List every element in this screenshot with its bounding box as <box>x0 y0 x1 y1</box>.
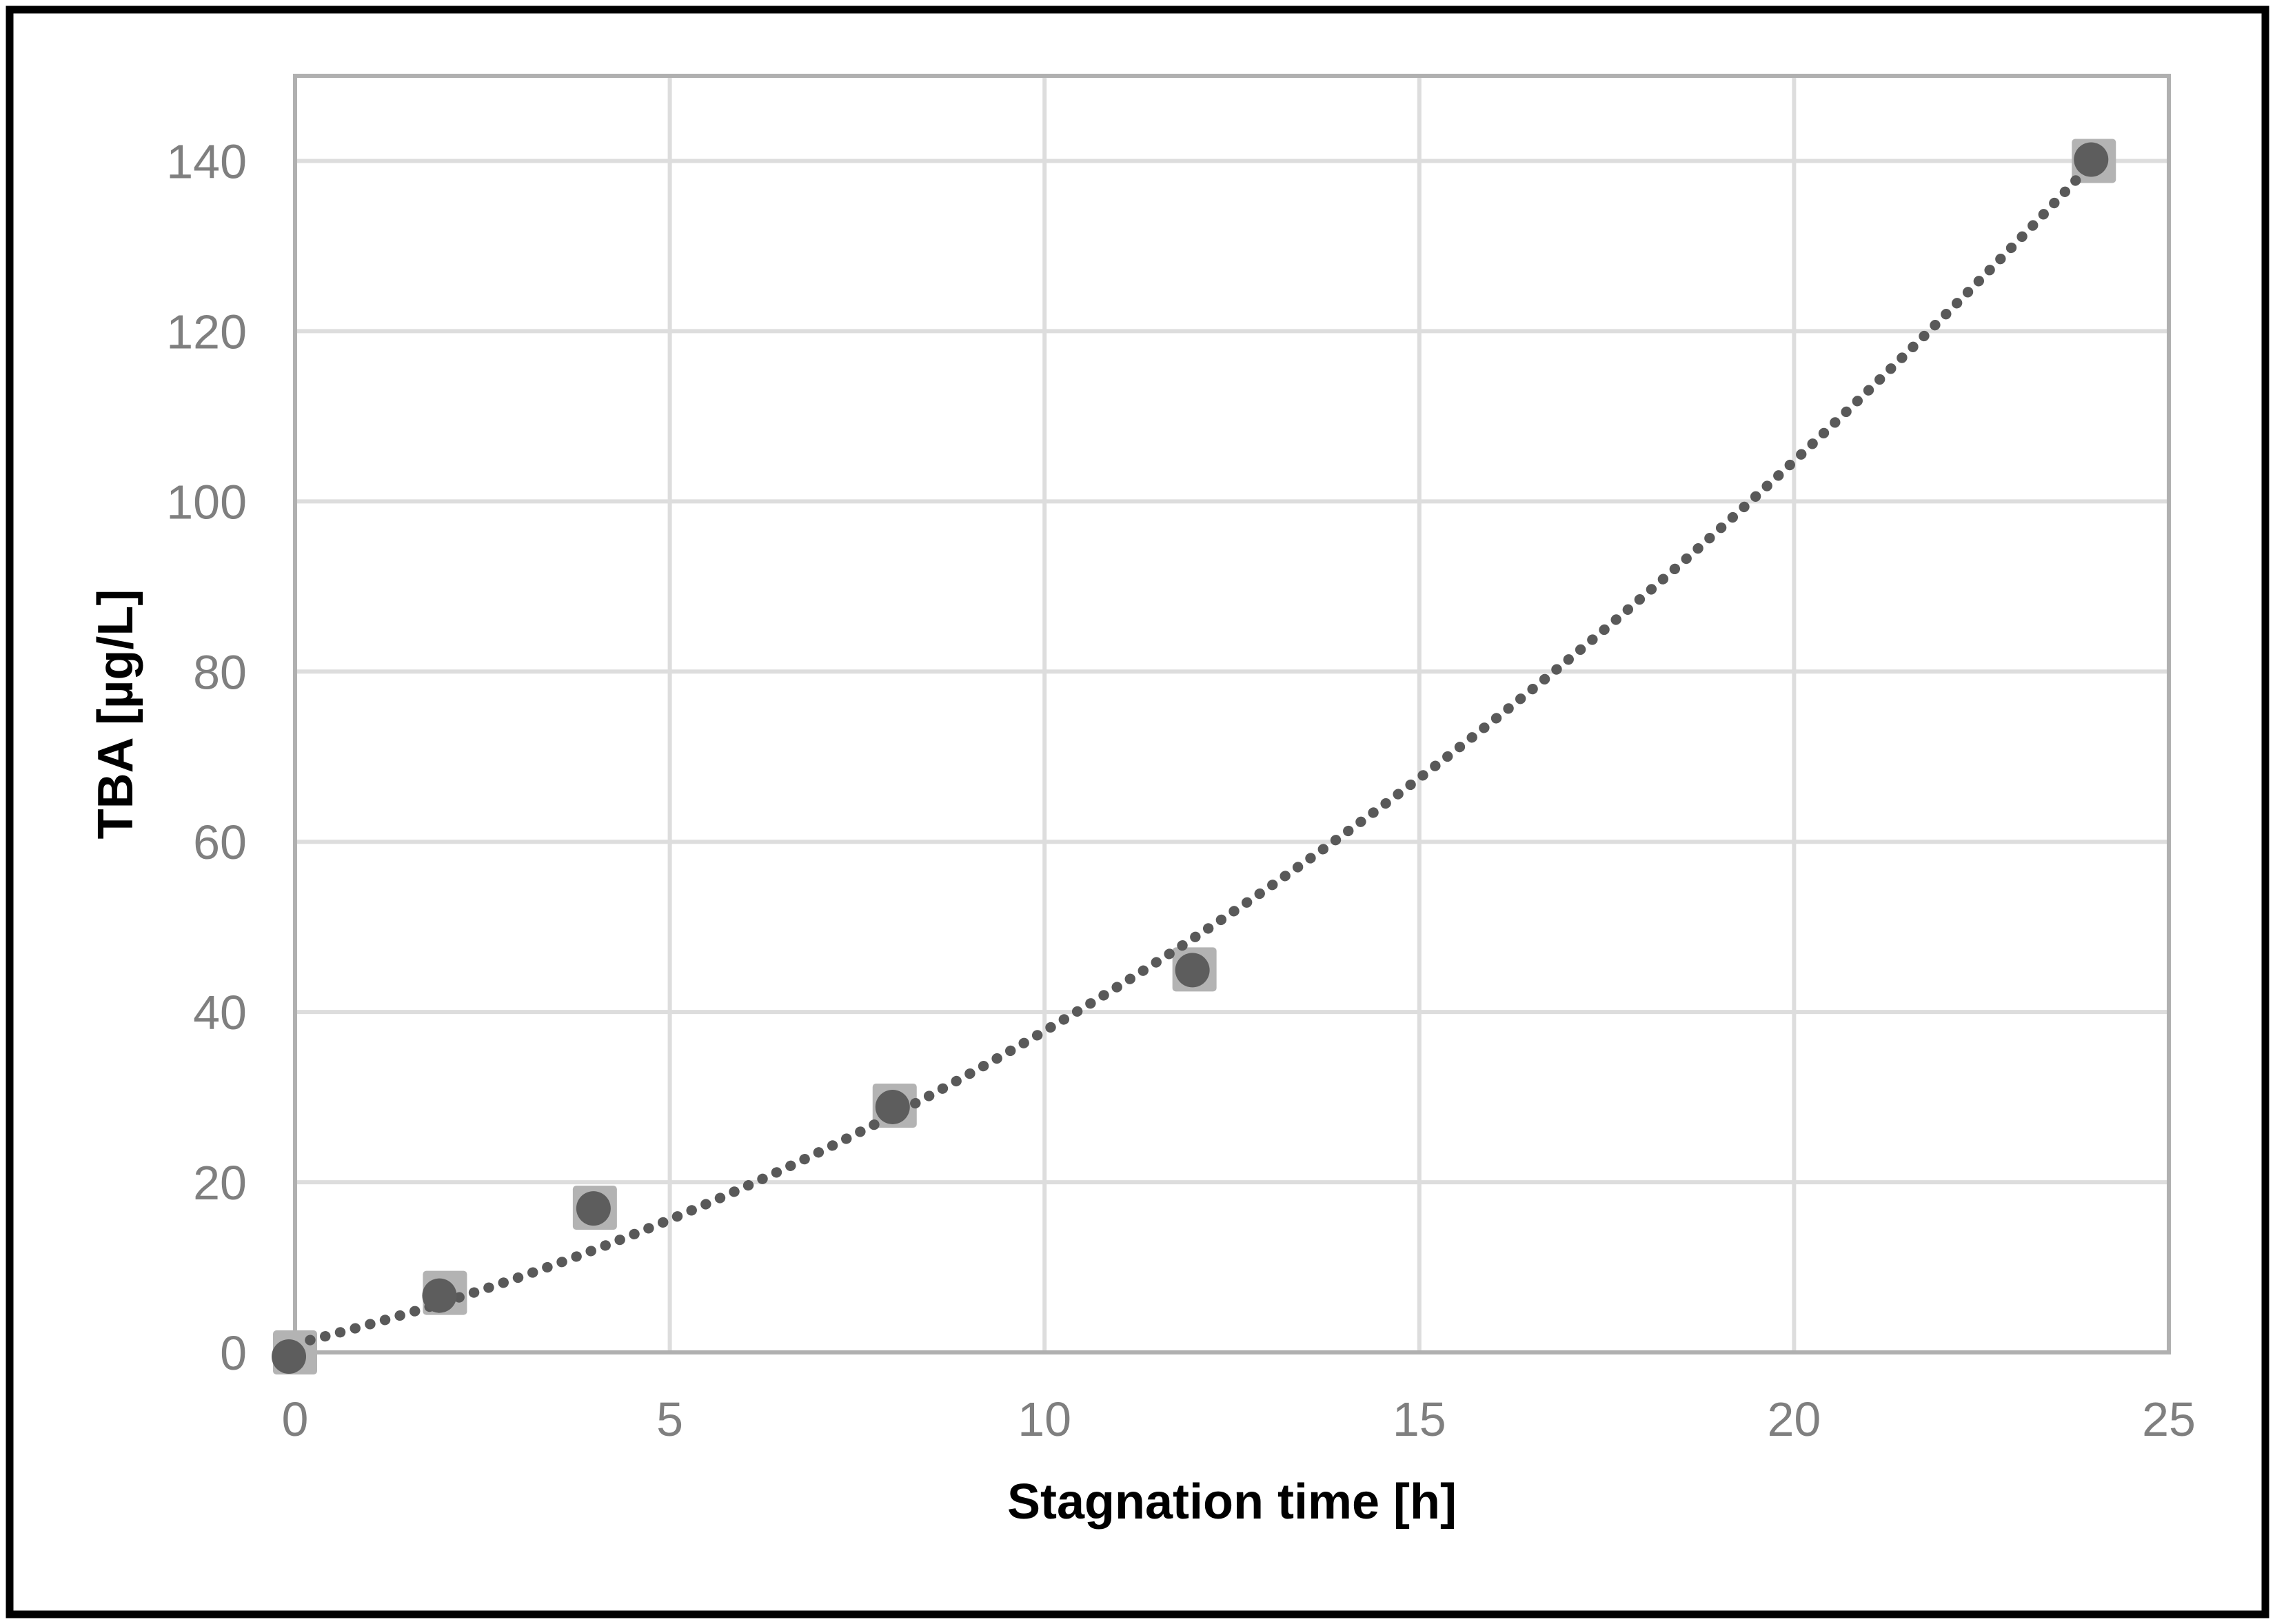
data-point-circle <box>272 1339 306 1374</box>
data-point-circle <box>2074 142 2109 177</box>
y-tick-label-20: 20 <box>193 1156 247 1210</box>
data-point-circle <box>1175 953 1210 988</box>
x-tick-label-0: 0 <box>282 1392 309 1446</box>
gridlines <box>295 76 2169 1352</box>
data-point-circle <box>422 1278 457 1313</box>
trendline <box>305 156 2099 1346</box>
outer-frame <box>6 6 2269 1618</box>
y-tick-label-0: 0 <box>220 1326 247 1380</box>
data-point-circles <box>272 142 2109 1374</box>
y-tick-label-120: 120 <box>166 305 247 358</box>
y-tick-label-60: 60 <box>193 815 247 869</box>
x-axis-tick-labels: 0 5 10 15 20 25 <box>282 1392 2196 1446</box>
data-point-circle <box>875 1089 910 1124</box>
x-tick-label-25: 25 <box>2142 1392 2196 1446</box>
data-point-circle <box>576 1191 611 1226</box>
y-tick-label-40: 40 <box>193 986 247 1039</box>
y-tick-label-140: 140 <box>166 134 247 188</box>
x-tick-label-10: 10 <box>1018 1392 1071 1446</box>
x-axis-title: Stagnation time [h] <box>1007 1474 1457 1530</box>
plot-border <box>293 74 2171 1354</box>
x-tick-label-5: 5 <box>656 1392 683 1446</box>
y-axis-tick-labels: 0 20 40 60 80 100 120 140 <box>166 134 247 1380</box>
y-tick-label-80: 80 <box>193 645 247 699</box>
x-tick-label-20: 20 <box>1767 1392 1821 1446</box>
y-tick-label-100: 100 <box>166 475 247 529</box>
trendline-dotted-curve <box>305 156 2099 1346</box>
y-axis-title: TBA [µg/L] <box>88 589 143 840</box>
x-tick-label-15: 15 <box>1393 1392 1446 1446</box>
